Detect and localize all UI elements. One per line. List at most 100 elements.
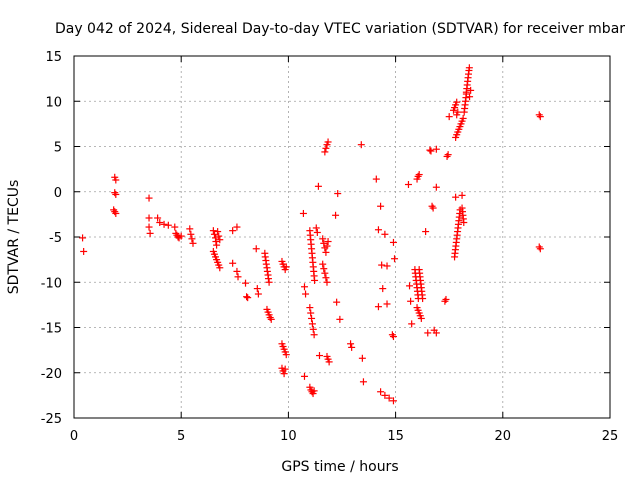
data-point [145,214,153,222]
data-point [417,314,425,322]
data-point [300,372,308,380]
data-point [323,242,331,250]
data-point [265,278,273,286]
data-point [324,138,332,146]
data-point [311,276,319,284]
data-point [171,223,179,231]
data-point [145,223,153,231]
data-point [388,331,396,339]
data-point [313,228,321,236]
data-point [466,93,474,101]
data-point [188,235,196,243]
y-tick-label: -15 [41,322,62,337]
data-point [111,189,119,197]
data-point [186,225,194,233]
data-point [319,235,327,243]
data-point [319,260,327,268]
data-point [347,340,355,348]
y-tick-label: -5 [49,231,62,246]
data-point [452,193,460,201]
data-point [314,182,322,190]
data-point [378,261,386,269]
data-point [460,219,468,227]
data-point [441,297,449,305]
data-point [432,183,440,191]
data-point [281,365,289,373]
data-point [336,315,344,323]
data-point [325,358,333,366]
data-point [459,114,467,122]
data-point [442,295,450,303]
data-point [309,325,317,333]
data-point [261,253,269,261]
y-tick-label: -20 [41,367,62,382]
data-point [426,146,434,154]
data-point [79,234,87,242]
data-point [300,283,308,291]
data-point [432,145,440,153]
data-point [374,226,382,234]
data-point [145,194,153,202]
data-point [212,238,220,246]
data-point [80,247,88,255]
data-point [262,260,270,268]
data-point [308,320,316,328]
data-point [424,329,432,337]
data-points [79,64,544,405]
data-point [445,113,453,121]
x-tick-label: 25 [602,429,619,444]
data-point [377,388,385,396]
data-point [332,211,340,219]
data-point [112,190,120,198]
data-point [322,274,330,282]
data-point [216,236,224,244]
data-point [321,269,329,277]
data-point [536,113,544,121]
data-point [229,227,237,235]
data-point [404,181,412,189]
data-point [391,255,399,263]
data-point [214,228,222,236]
y-tick-label: -10 [41,276,62,291]
data-point [465,64,473,72]
data-point [358,354,366,362]
data-point [383,300,391,308]
data-point [160,220,168,228]
data-point [189,239,197,247]
data-point [306,304,314,312]
y-tick-label: 10 [45,95,62,110]
data-point [264,275,272,283]
y-tick-label: -25 [41,412,62,427]
data-point [154,214,162,222]
data-point [453,98,461,106]
data-point [320,265,328,273]
data-point [348,343,356,351]
data-point [308,314,316,322]
data-point [234,273,242,281]
data-point [381,391,389,399]
data-point [229,259,237,267]
data-point [307,309,315,317]
data-point [209,227,217,235]
data-point [377,202,385,210]
data-point [422,228,430,236]
x-tick-label: 5 [177,429,185,444]
data-point [146,229,154,237]
data-point [383,262,391,270]
data-point [381,230,389,238]
data-point [310,331,318,339]
data-point [233,223,241,231]
data-point [374,303,382,311]
data-point [432,329,440,337]
data-point [407,297,415,305]
data-point [379,285,387,293]
data-point [177,232,185,240]
data-point [215,232,223,240]
data-point [254,290,262,298]
data-point [443,152,451,160]
data-point [243,293,251,301]
chart-title: Day 042 of 2024, Sidereal Day-to-day VTE… [55,21,625,37]
data-point [324,238,332,246]
data-point [111,208,119,216]
